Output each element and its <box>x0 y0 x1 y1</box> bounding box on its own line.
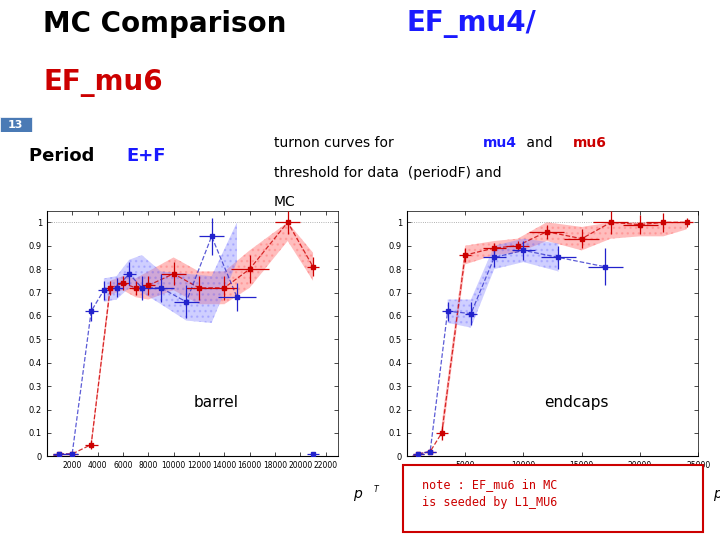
Text: and: and <box>522 137 557 151</box>
Text: note : EF_mu6 in MC
is seeded by L1_MU6: note : EF_mu6 in MC is seeded by L1_MU6 <box>421 478 557 509</box>
Text: $p$: $p$ <box>713 488 720 503</box>
Text: $p$: $p$ <box>353 488 363 503</box>
FancyBboxPatch shape <box>0 117 32 132</box>
Text: barrel: barrel <box>194 395 238 410</box>
Text: turnon curves for: turnon curves for <box>274 137 397 151</box>
Text: threshold for data  (periodF) and: threshold for data (periodF) and <box>274 166 501 180</box>
Text: mu4: mu4 <box>482 137 516 151</box>
Text: MC Comparison: MC Comparison <box>43 10 296 37</box>
Text: endcaps: endcaps <box>544 395 608 410</box>
Text: E+F: E+F <box>126 147 166 165</box>
Text: 13: 13 <box>8 120 24 130</box>
FancyBboxPatch shape <box>402 464 703 532</box>
Text: EF_mu4/: EF_mu4/ <box>407 10 536 37</box>
Text: EF_mu6: EF_mu6 <box>43 69 163 97</box>
Text: $_{T}$: $_{T}$ <box>374 483 381 496</box>
Text: mu6: mu6 <box>572 137 606 151</box>
Text: MC: MC <box>274 195 295 209</box>
Text: Period: Period <box>29 147 100 165</box>
